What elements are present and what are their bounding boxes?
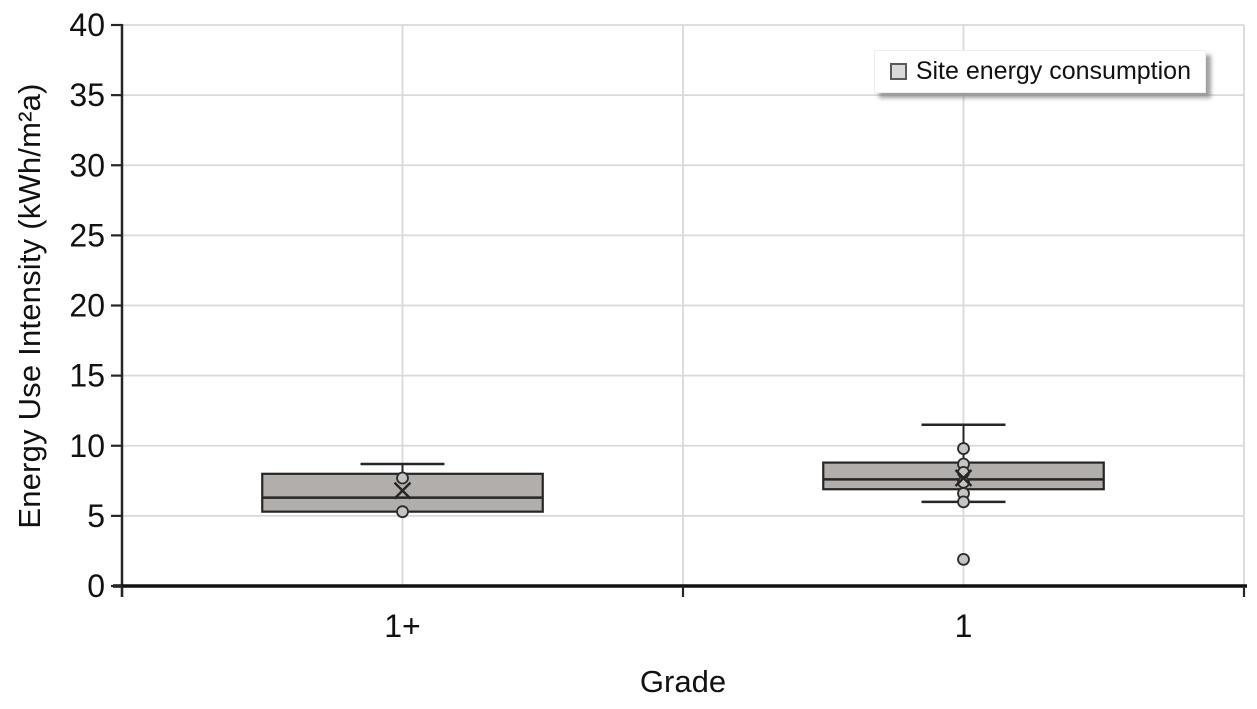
y-tick-label-0: 0 (87, 568, 105, 604)
y-tick-label-25: 25 (69, 217, 105, 253)
y-tick-label-10: 10 (69, 428, 105, 464)
x-axis-title: Grade (639, 664, 727, 699)
legend-label: Site energy consumption (915, 57, 1191, 85)
data-point-1plus-0 (396, 471, 409, 485)
legend-marker-square-icon (889, 63, 907, 80)
mean-marker-1 (954, 469, 973, 487)
data-point-1-6 (957, 552, 970, 566)
y-tick-label-20: 20 (69, 288, 105, 324)
mean-marker-1plus (393, 481, 412, 500)
x-category-label-1plus: 1+ (384, 608, 420, 644)
y-tick-label-40: 40 (69, 7, 105, 43)
x-category-label-1: 1 (955, 608, 973, 644)
y-tick-label-5: 5 (87, 498, 105, 534)
legend: Site energy consumption (873, 50, 1206, 93)
data-point-1-5 (957, 495, 970, 509)
y-tick-label-30: 30 (69, 147, 105, 183)
y-tick-label-35: 35 (69, 77, 105, 113)
y-axis-title: Energy Use Intensity (kWh/m²a) (12, 83, 47, 529)
y-tick-label-15: 15 (69, 358, 105, 394)
data-point-1plus-1 (396, 505, 409, 519)
data-point-1-0 (957, 442, 970, 455)
